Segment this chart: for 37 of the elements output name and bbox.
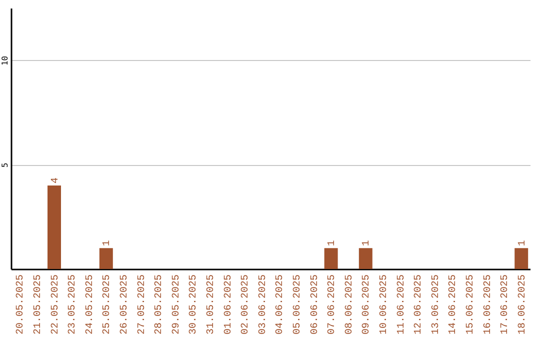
y-tick-label: 10: [0, 56, 10, 66]
x-tick-label: 02.06.2025: [240, 274, 252, 335]
x-tick-label: 23.05.2025: [68, 274, 79, 335]
data-label: 1: [517, 240, 528, 246]
x-tick-label: 17.06.2025: [500, 274, 512, 335]
x-tick-label: 21.05.2025: [32, 274, 44, 335]
x-tick-label: 14.06.2025: [448, 274, 460, 335]
x-tick-label: 08.06.2025: [344, 274, 356, 335]
x-tick-label: 26.05.2025: [119, 274, 130, 335]
y-tick-label: 5: [0, 162, 10, 168]
x-tick-label: 22.05.2025: [50, 274, 62, 335]
data-label: 4: [50, 177, 62, 184]
x-tick-label: 29.05.2025: [171, 274, 182, 335]
x-tick-label: 13.06.2025: [430, 274, 442, 335]
x-tick-label: 10.06.2025: [378, 274, 390, 335]
x-tick-label: 15.06.2025: [465, 274, 476, 335]
x-tick-label: 03.06.2025: [258, 274, 269, 335]
x-tick-label: 31.05.2025: [206, 274, 217, 335]
x-tick-label: 27.05.2025: [136, 274, 148, 335]
x-tick-label: 20.05.2025: [16, 274, 27, 335]
x-tick-label: 07.06.2025: [327, 274, 338, 335]
x-tick-label: 11.06.2025: [396, 274, 408, 335]
data-label: 1: [327, 240, 338, 246]
x-tick-label: 04.06.2025: [275, 274, 286, 335]
x-tick-label: 05.06.2025: [292, 274, 304, 335]
x-tick-label: 24.05.2025: [84, 274, 96, 335]
data-label: 1: [362, 240, 373, 246]
x-tick-label: 18.06.2025: [517, 274, 528, 335]
x-tick-label: 28.05.2025: [154, 274, 166, 335]
x-tick-label: 09.06.2025: [362, 274, 373, 335]
x-tick-label: 12.06.2025: [414, 274, 425, 335]
x-tick-label: 16.06.2025: [482, 274, 494, 335]
x-tick-label: 06.06.2025: [310, 274, 321, 335]
data-label: 1: [102, 240, 114, 246]
x-tick-label: 01.06.2025: [223, 274, 234, 335]
x-tick-label: 25.05.2025: [102, 274, 114, 335]
x-tick-label: 30.05.2025: [188, 274, 200, 335]
